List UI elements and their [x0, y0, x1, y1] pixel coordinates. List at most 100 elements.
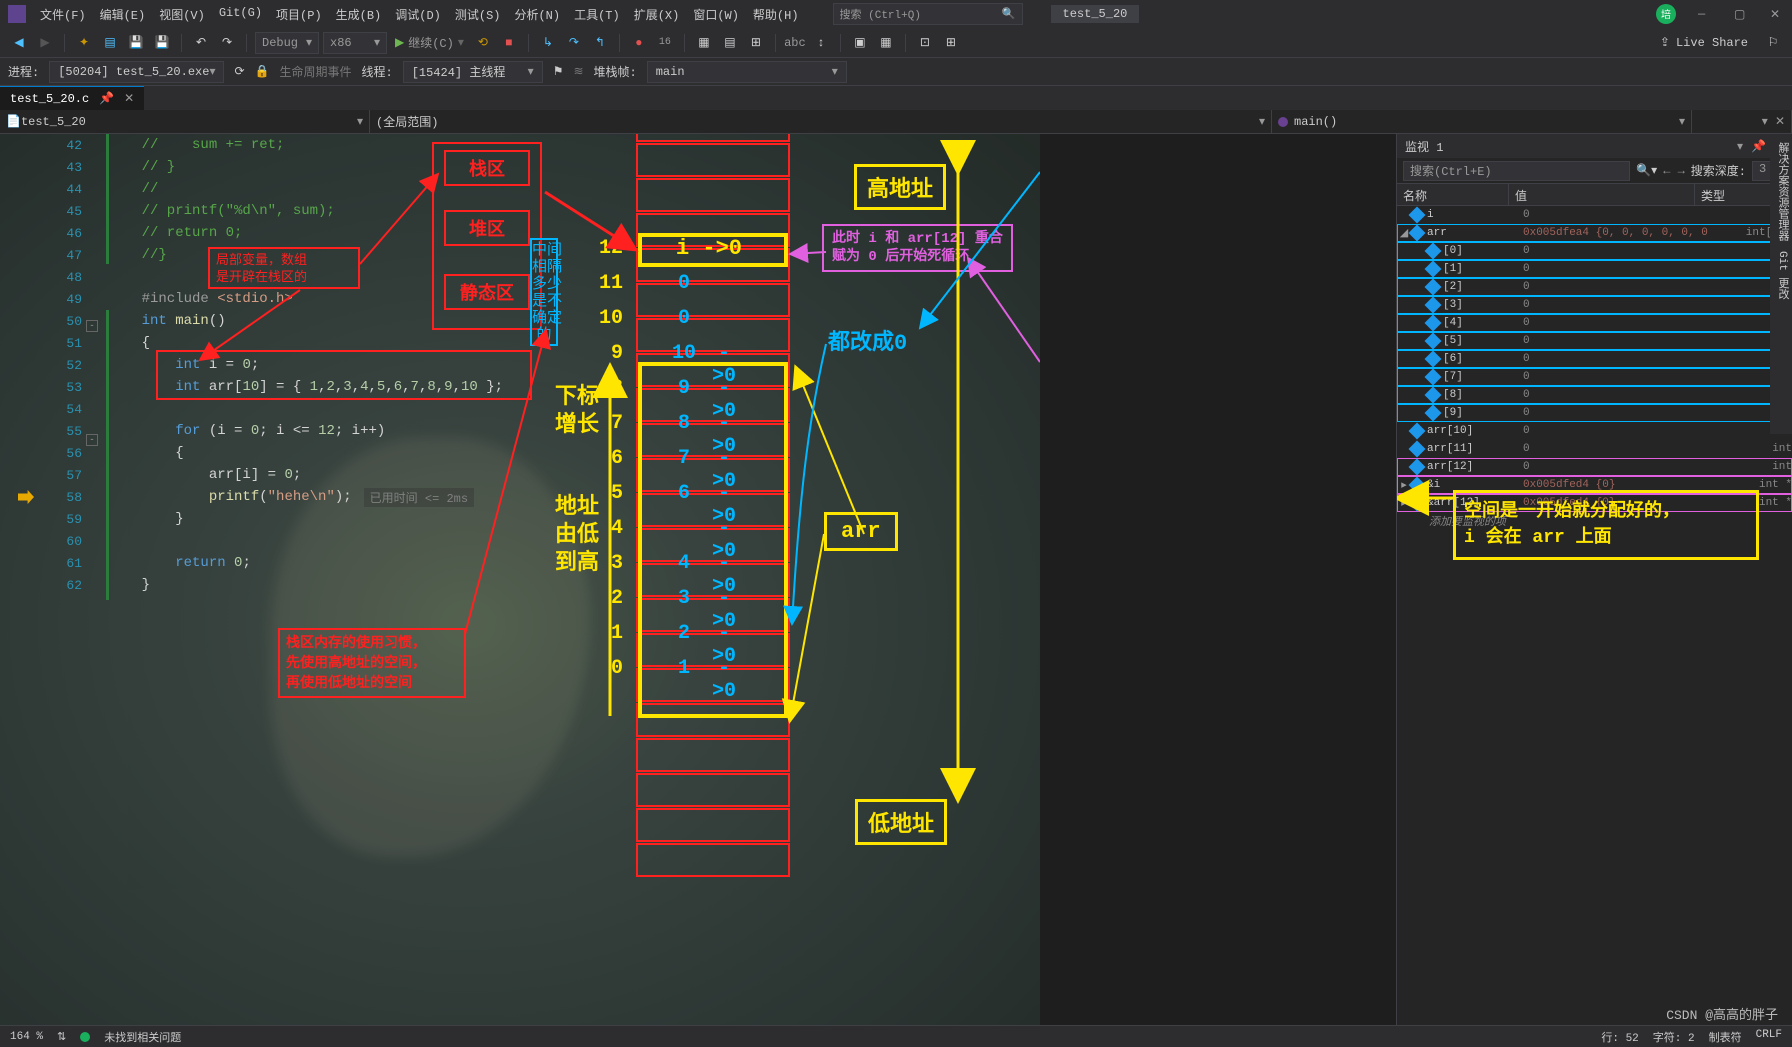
nav-extra[interactable]: ▾ ✕	[1692, 110, 1792, 133]
new-icon[interactable]: ✦	[73, 32, 95, 54]
watch-row[interactable]: [3]0int	[1397, 296, 1792, 314]
tool-2-icon[interactable]: ▤	[719, 32, 741, 54]
status-line[interactable]: 行: 52	[1601, 1029, 1638, 1045]
hex-icon[interactable]: 16	[654, 32, 676, 54]
watch-row[interactable]: arr[10]0int	[1397, 422, 1792, 440]
status-char[interactable]: 字符: 2	[1653, 1029, 1695, 1045]
side-docked-tabs[interactable]: 解决方案资源管理器 Git 更改	[1770, 134, 1792, 434]
pin-icon[interactable]: 📌	[99, 91, 114, 106]
watch-row[interactable]: i0int	[1397, 206, 1792, 224]
side-tab-git[interactable]: Git 更改	[1772, 251, 1790, 299]
tool-1-icon[interactable]: ▦	[693, 32, 715, 54]
menu-item[interactable]: 编辑(E)	[100, 6, 146, 23]
watch-row[interactable]: [0]0int	[1397, 242, 1792, 260]
watch-row[interactable]: [5]0int	[1397, 332, 1792, 350]
breakpoint-icon[interactable]: ●	[628, 32, 650, 54]
watch-row[interactable]: [4]0int	[1397, 314, 1792, 332]
watch-row[interactable]: [7]0int	[1397, 368, 1792, 386]
process-combo[interactable]: [50204] test_5_20.exe	[49, 61, 224, 83]
menu-item[interactable]: 帮助(H)	[753, 6, 799, 23]
watch-row[interactable]: [6]0int	[1397, 350, 1792, 368]
nav-scope-func[interactable]: main()▾	[1272, 110, 1692, 133]
menu-item[interactable]: 扩展(X)	[634, 6, 680, 23]
updown-icon[interactable]: ⇅	[57, 1030, 66, 1044]
watch-row[interactable]: [1]0int	[1397, 260, 1792, 278]
tool-9-icon[interactable]: ⊞	[940, 32, 962, 54]
side-tab-sln[interactable]: 解决方案资源管理器	[1772, 142, 1790, 241]
space-note: 空间是一开始就分配好的， i 会在 arr 上面	[1453, 490, 1759, 560]
redo-icon[interactable]: ↷	[216, 32, 238, 54]
watch-search[interactable]: 搜索(Ctrl+E)	[1403, 161, 1630, 181]
menu-item[interactable]: Git(G)	[219, 6, 262, 23]
stackframe-combo[interactable]: main	[647, 61, 847, 83]
search-go-icon[interactable]: 🔍▾	[1636, 163, 1657, 178]
nav-scope-project[interactable]: 📄 test_5_20▾	[0, 110, 370, 133]
main-toolbar: ◀ ▶ ✦ ▤ 💾 💾 ↶ ↷ Debug x86 ▶继续(C)▾ ⟲ ■ ↳ …	[0, 28, 1792, 58]
solution-name[interactable]: test_5_20	[1051, 5, 1140, 23]
live-share-button[interactable]: ⇪Live Share	[1660, 35, 1748, 50]
maximize-icon[interactable]: ▢	[1734, 7, 1748, 21]
platform-combo[interactable]: x86	[323, 32, 387, 54]
open-icon[interactable]: ▤	[99, 32, 121, 54]
tool-4-icon[interactable]: abc	[784, 32, 806, 54]
code-navbar: 📄 test_5_20▾ (全局范围)▾ main()▾ ▾ ✕	[0, 110, 1792, 134]
menu-item[interactable]: 分析(N)	[514, 6, 560, 23]
zoom-level[interactable]: 164 %	[10, 1031, 43, 1043]
watch-row[interactable]: [2]0int	[1397, 278, 1792, 296]
menu-item[interactable]: 测试(S)	[455, 6, 501, 23]
undo-icon[interactable]: ↶	[190, 32, 212, 54]
menu-item[interactable]: 工具(T)	[574, 6, 620, 23]
thread-icon[interactable]: ≋	[573, 64, 583, 79]
menu-item[interactable]: 文件(F)	[40, 6, 86, 23]
cycle-icon[interactable]: ⟳	[234, 64, 244, 79]
restart-icon[interactable]: ⟲	[472, 32, 494, 54]
status-crlf[interactable]: CRLF	[1756, 1029, 1782, 1045]
tool-7-icon[interactable]: ▦	[875, 32, 897, 54]
watch-title: 监视 1 ▾📌✕	[1397, 134, 1792, 158]
vs-logo-icon	[8, 5, 26, 23]
depth-label: 搜索深度:	[1691, 162, 1746, 179]
menu-item[interactable]: 调试(D)	[395, 6, 441, 23]
feedback-icon[interactable]: ⚐	[1762, 32, 1784, 54]
file-tab[interactable]: test_5_20.c 📌 ✕	[0, 86, 144, 110]
menubar: 文件(F) 编辑(E) 视图(V) Git(G) 项目(P) 生成(B) 调试(D) 测试(S…	[0, 0, 1792, 28]
tool-5-icon[interactable]: ↕	[810, 32, 832, 54]
status-tabs[interactable]: 制表符	[1709, 1029, 1742, 1045]
nav-scope-global[interactable]: (全局范围)▾	[370, 110, 1272, 133]
continue-button[interactable]: ▶继续(C)▾	[391, 32, 468, 54]
search-placeholder: 搜索 (Ctrl+Q)	[840, 6, 921, 22]
minimize-icon[interactable]: —	[1698, 7, 1712, 21]
code-editor[interactable]: 4243444546474849505152535455565758596061…	[0, 134, 1040, 1025]
stop-icon[interactable]: ■	[498, 32, 520, 54]
nav-fwd-icon[interactable]: ▶	[34, 32, 56, 54]
save-icon[interactable]: 💾	[125, 32, 147, 54]
watch-row[interactable]: arr[12]0int	[1397, 458, 1792, 476]
tool-6-icon[interactable]: ▣	[849, 32, 871, 54]
step-into-icon[interactable]: ↳	[537, 32, 559, 54]
menu-item[interactable]: 窗口(W)	[693, 6, 739, 23]
watch-pin-icon[interactable]: 📌	[1751, 139, 1766, 154]
watch-row[interactable]: [9]0int	[1397, 404, 1792, 422]
avatar[interactable]: 培	[1656, 4, 1676, 24]
save-all-icon[interactable]: 💾	[151, 32, 173, 54]
close-tab-icon[interactable]: ✕	[124, 91, 134, 106]
nav-back-icon[interactable]: ◀	[8, 32, 30, 54]
watch-row[interactable]: [8]0int	[1397, 386, 1792, 404]
issues-label[interactable]: 未找到相关问题	[104, 1029, 181, 1045]
menu-item[interactable]: 生成(B)	[336, 6, 382, 23]
close-icon[interactable]: ✕	[1770, 7, 1784, 21]
tool-3-icon[interactable]: ⊞	[745, 32, 767, 54]
thread-label: 线程:	[362, 63, 393, 80]
flag-icon[interactable]: ⚑	[553, 64, 564, 79]
watch-row[interactable]: ◢arr0x005dfea4 {0, 0, 0, 0, 0, 0, 0, 0, …	[1397, 224, 1792, 242]
watch-dropdown-icon[interactable]: ▾	[1737, 139, 1743, 154]
config-combo[interactable]: Debug	[255, 32, 319, 54]
global-search[interactable]: 搜索 (Ctrl+Q) 🔍	[833, 3, 1023, 25]
menu-item[interactable]: 视图(V)	[159, 6, 205, 23]
step-over-icon[interactable]: ↷	[563, 32, 585, 54]
thread-combo[interactable]: [15424] 主线程	[403, 61, 543, 83]
watch-row[interactable]: arr[11]0int	[1397, 440, 1792, 458]
menu-item[interactable]: 项目(P)	[276, 6, 322, 23]
step-out-icon[interactable]: ↰	[589, 32, 611, 54]
tool-8-icon[interactable]: ⊡	[914, 32, 936, 54]
